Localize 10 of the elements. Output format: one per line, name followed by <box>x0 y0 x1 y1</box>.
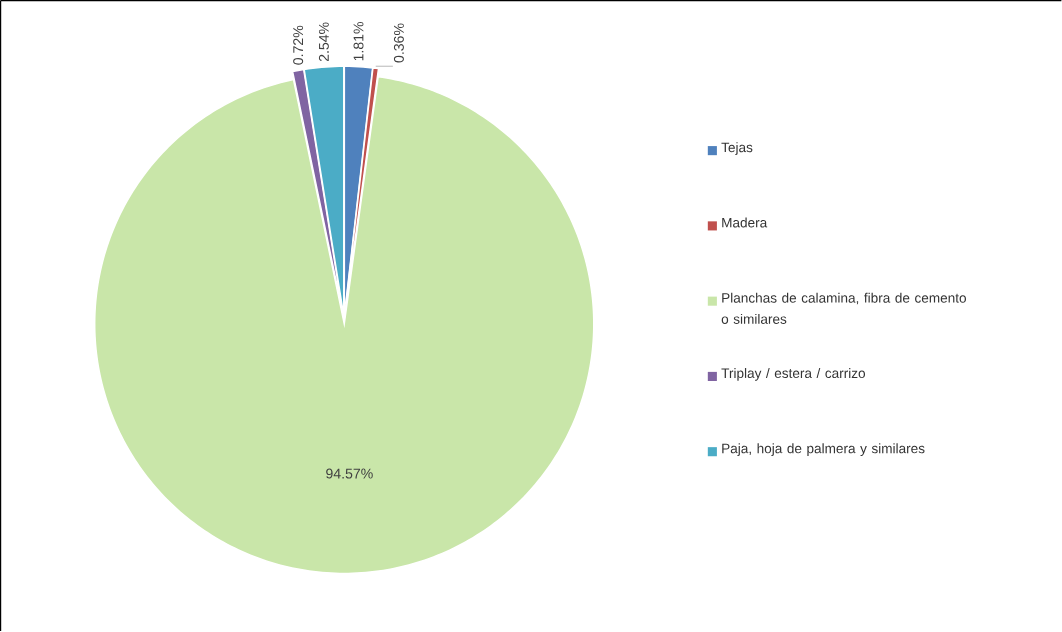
legend-label: Triplay / estera / carrizo <box>721 368 866 381</box>
data-label: 94.57% <box>326 468 373 479</box>
data-label: 1.81% <box>353 22 364 61</box>
legend-label: Paja, hoja de palmera y similares <box>722 443 925 457</box>
data-label: 2.54% <box>318 22 329 62</box>
legend-label: Madera <box>722 217 768 228</box>
data-label: 0.36% <box>393 23 404 63</box>
data-label: 0.72% <box>293 25 304 65</box>
legend-label: Planchas de calamina, fibra de cemento o similares <box>721 292 967 325</box>
legend-label: Tejas <box>721 142 753 156</box>
